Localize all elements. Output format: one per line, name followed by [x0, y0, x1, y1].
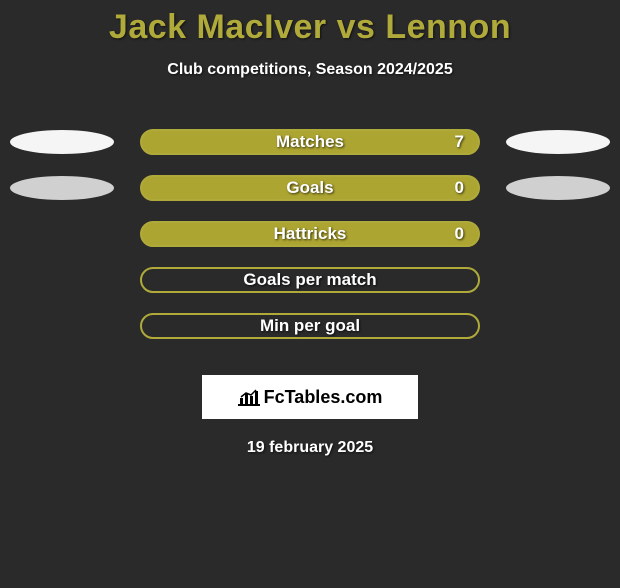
player-left-ellipse [10, 176, 114, 200]
stat-bar-wrap: Goals per match [140, 267, 480, 293]
logo-text: FcTables.com [264, 387, 383, 408]
stat-bar-wrap: Matches 7 [140, 129, 480, 155]
page-subtitle: Club competitions, Season 2024/2025 [0, 61, 620, 79]
stat-row: Goals per match [0, 257, 620, 303]
stat-bar-wrap: Hattricks 0 [140, 221, 480, 247]
stat-bar-wrap: Min per goal [140, 313, 480, 339]
player-right-ellipse [506, 176, 610, 200]
stat-bar: Hattricks 0 [140, 221, 480, 247]
player-left-ellipse [10, 130, 114, 154]
chart-icon [238, 388, 260, 406]
stat-bar: Min per goal [140, 313, 480, 339]
stat-bar: Goals 0 [140, 175, 480, 201]
date-label: 19 february 2025 [0, 439, 620, 457]
stat-row: Min per goal [0, 303, 620, 349]
stat-label: Goals per match [243, 270, 376, 290]
stat-value: 0 [455, 178, 464, 198]
player-right-ellipse [506, 130, 610, 154]
logo-box: FcTables.com [202, 375, 418, 419]
stat-row: Hattricks 0 [0, 211, 620, 257]
stat-label: Matches [276, 132, 344, 152]
stat-bar: Matches 7 [140, 129, 480, 155]
stat-label: Min per goal [260, 316, 360, 336]
stat-value: 0 [455, 224, 464, 244]
stat-value: 7 [455, 132, 464, 152]
stat-bar: Goals per match [140, 267, 480, 293]
stat-bar-wrap: Goals 0 [140, 175, 480, 201]
stat-label: Hattricks [274, 224, 347, 244]
stat-row: Goals 0 [0, 165, 620, 211]
stats-container: Matches 7 Goals 0 Hattricks 0 Goals per match M… [0, 119, 620, 349]
page-title: Jack MacIver vs Lennon [0, 8, 620, 47]
stat-row: Matches 7 [0, 119, 620, 165]
stat-label: Goals [286, 178, 333, 198]
